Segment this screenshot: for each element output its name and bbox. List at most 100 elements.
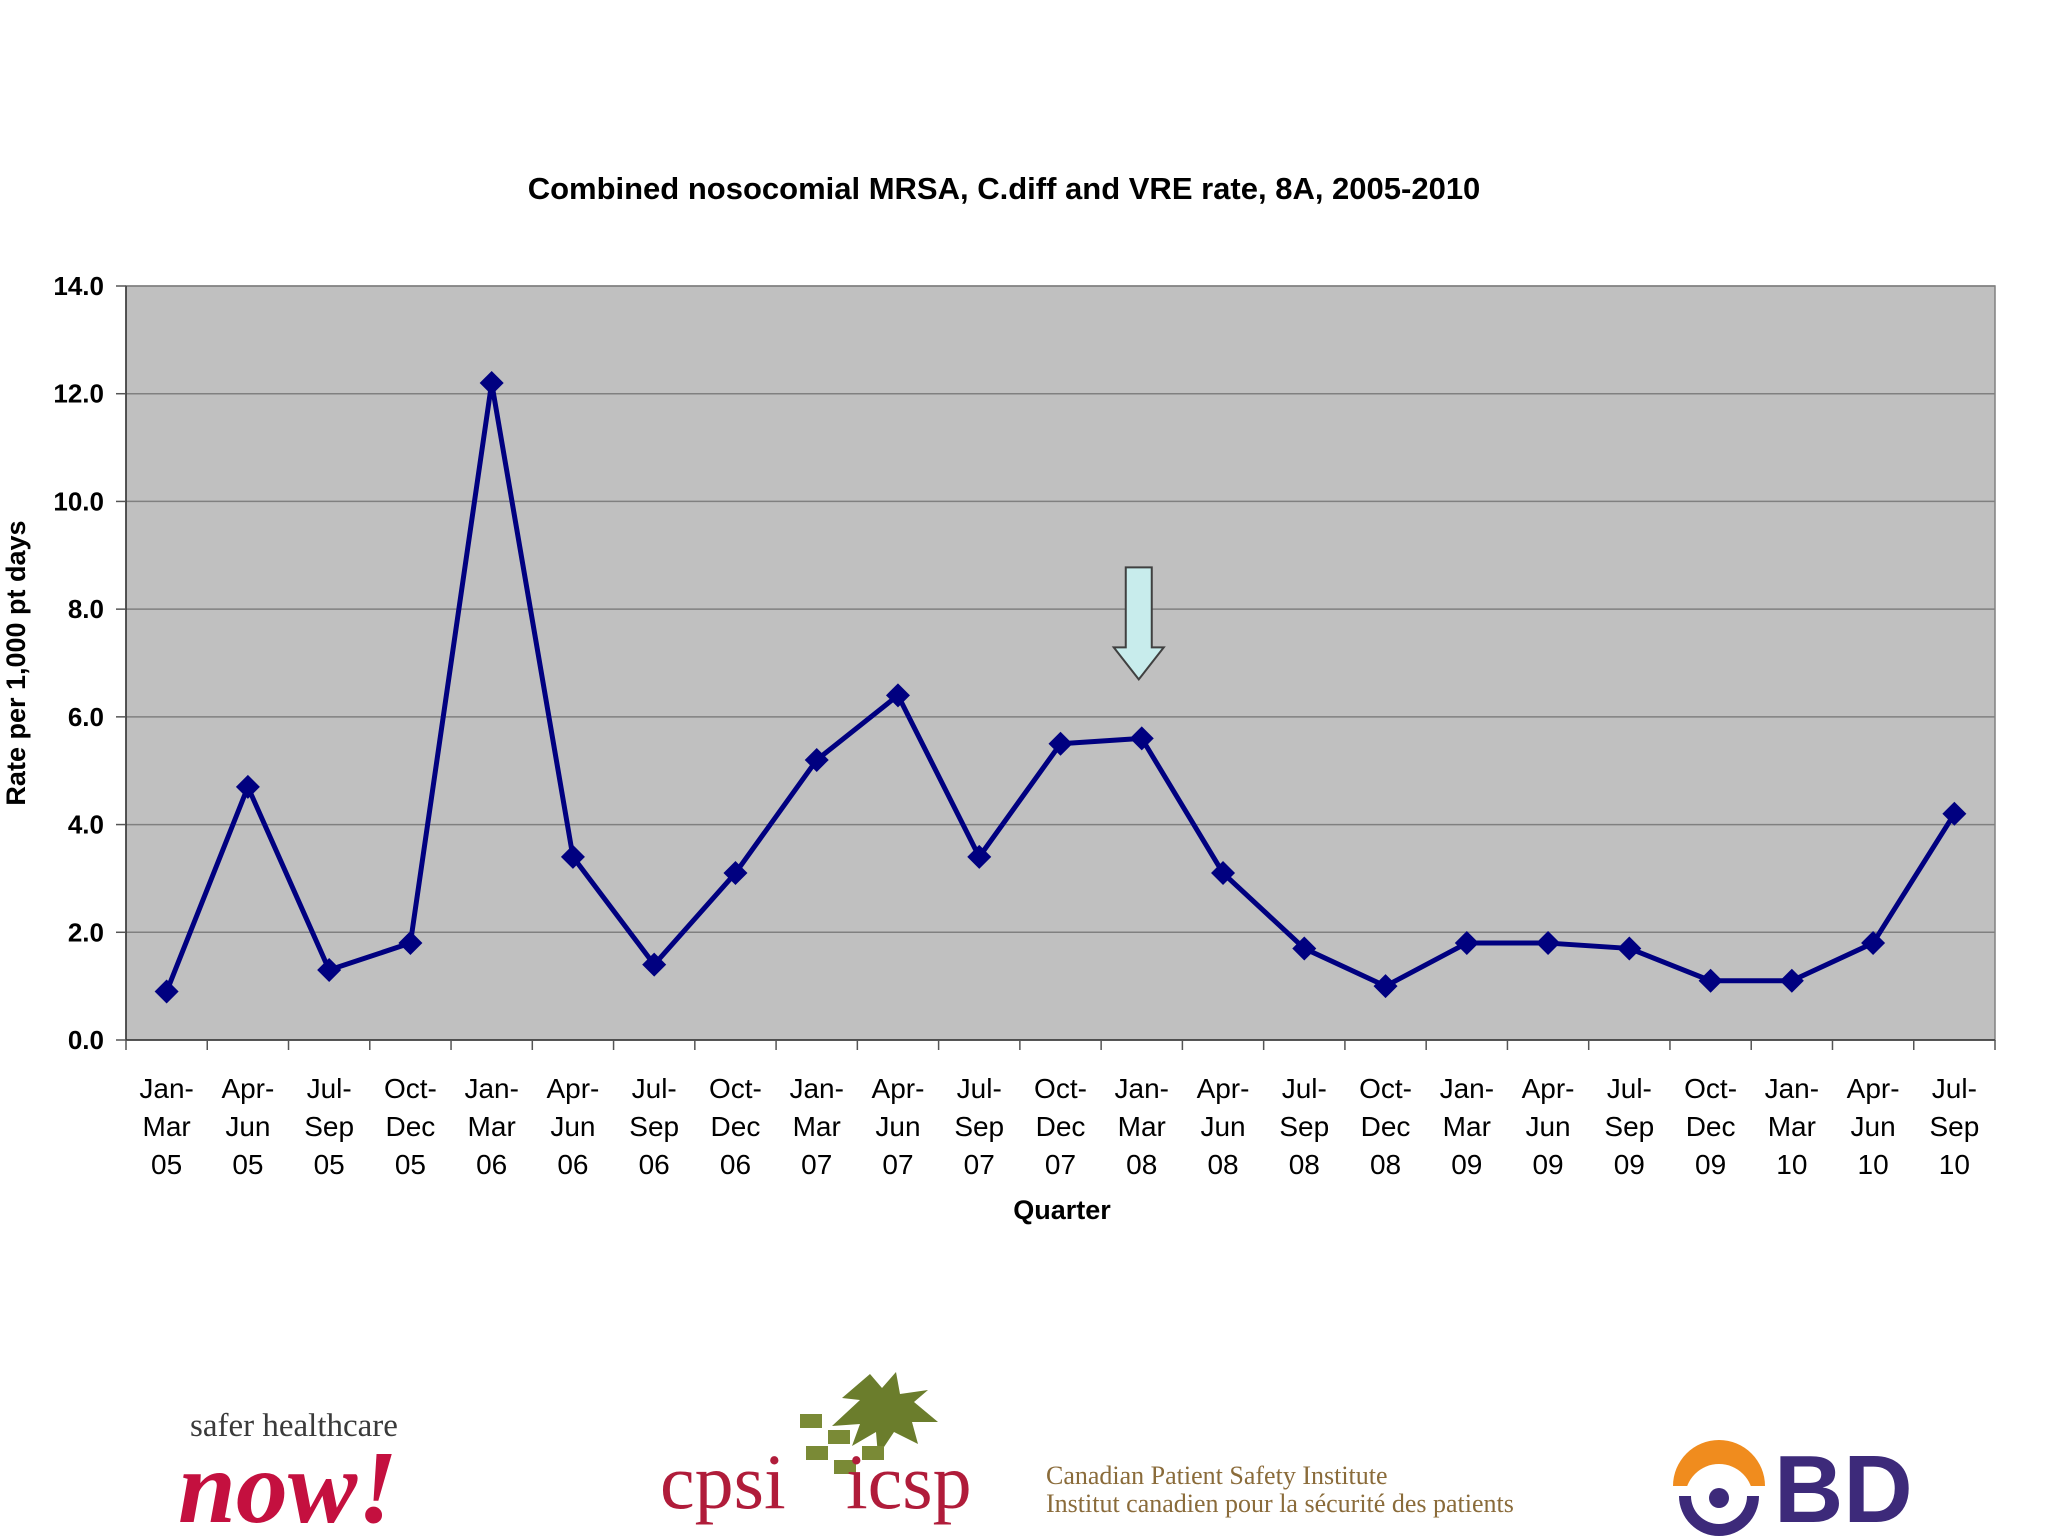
- data-point-marker: [885, 683, 910, 708]
- y-tick-label: 10.0: [53, 486, 104, 516]
- data-markers: [154, 370, 1967, 1004]
- x-tick-label: 07: [801, 1149, 832, 1180]
- safer-healthcare-now-logo: safer healthcare now!: [178, 1408, 398, 1536]
- y-axis-label: Rate per 1,000 pt days: [1, 520, 31, 805]
- x-tick-label: 06: [476, 1149, 507, 1180]
- x-tick-label: 06: [720, 1149, 751, 1180]
- data-point-marker: [560, 844, 585, 869]
- x-tick-label: Oct-: [384, 1073, 437, 1104]
- x-tick-label: Dec: [386, 1111, 436, 1142]
- data-point-marker: [235, 774, 260, 799]
- x-tick-label: 07: [964, 1149, 995, 1180]
- x-tick-label: Apr-: [221, 1073, 274, 1104]
- y-tick-label: 12.0: [53, 379, 104, 409]
- x-tick-label: Jul-: [1282, 1073, 1327, 1104]
- data-point-marker: [317, 957, 342, 982]
- data-point-marker: [1211, 861, 1236, 886]
- x-tick-label: Jan-: [1115, 1073, 1169, 1104]
- data-point-marker: [1942, 801, 1967, 826]
- data-point-marker: [398, 931, 423, 956]
- data-point-marker: [804, 747, 829, 772]
- x-tick-label: Jul-: [1607, 1073, 1652, 1104]
- x-tick-label: Sep: [1604, 1111, 1654, 1142]
- logo-bd-text: BD: [1774, 1436, 1913, 1536]
- x-axis-ticks: Jan- Mar 05 Apr- Jun 05 Jul- Sep 05 Oct- Dec 05 Jan-…: [125, 1040, 1996, 1180]
- x-tick-label: Apr-: [1197, 1073, 1250, 1104]
- x-tick-label: Jul-: [1932, 1073, 1977, 1104]
- x-tick-label: Jul-: [632, 1073, 677, 1104]
- y-tick-label: 0.0: [68, 1025, 104, 1055]
- data-point-marker: [1617, 936, 1642, 961]
- plot-area: [125, 285, 1996, 1041]
- cpsi-logo: cpsi icsp Canadian Patient Safety Instit…: [660, 1372, 1514, 1525]
- x-tick-label: 07: [882, 1149, 913, 1180]
- y-tick-label: 8.0: [68, 594, 104, 624]
- x-tick-label: 09: [1451, 1149, 1482, 1180]
- down-arrow-annotation: [1111, 566, 1166, 682]
- chart-title: Combined nosocomial MRSA, C.diff and VRE…: [528, 171, 1481, 206]
- x-tick-label: Mar: [143, 1111, 191, 1142]
- x-tick-label: Jul-: [307, 1073, 352, 1104]
- y-axis-ticks: 0.0 2.0 4.0 6.0 8.0 10.0 12.0 14.0: [53, 271, 126, 1055]
- x-tick-label: Dec: [1036, 1111, 1086, 1142]
- x-tick-label: 08: [1207, 1149, 1238, 1180]
- y-tick-label: 6.0: [68, 702, 104, 732]
- x-tick-label: Mar: [468, 1111, 516, 1142]
- logo-shn-top-text: safer healthcare: [190, 1408, 398, 1444]
- logo-shn-now-text: now!: [178, 1430, 398, 1536]
- x-tick-label: Oct-: [1359, 1073, 1412, 1104]
- x-tick-label: 10: [1939, 1149, 1970, 1180]
- x-tick-label: Sep: [1279, 1111, 1329, 1142]
- logo-icsp-text: icsp: [846, 1438, 972, 1525]
- x-axis-label: Quarter: [1013, 1195, 1111, 1225]
- x-tick-label: Jan-: [1440, 1073, 1494, 1104]
- x-tick-label: 06: [639, 1149, 670, 1180]
- x-tick-label: Mar: [1768, 1111, 1816, 1142]
- x-tick-label: 05: [151, 1149, 182, 1180]
- x-tick-label: Jan-: [464, 1073, 518, 1104]
- x-tick-label: Dec: [1361, 1111, 1411, 1142]
- x-tick-label: Jan-: [789, 1073, 843, 1104]
- x-tick-label: Mar: [1118, 1111, 1166, 1142]
- x-tick-label: 08: [1126, 1149, 1157, 1180]
- x-tick-label: 05: [232, 1149, 263, 1180]
- data-point-marker: [723, 861, 748, 886]
- x-tick-label: Apr-: [1847, 1073, 1900, 1104]
- x-tick-label: Apr-: [872, 1073, 925, 1104]
- data-point-marker: [967, 844, 992, 869]
- x-tick-label: Jun: [1200, 1111, 1245, 1142]
- data-point-marker: [154, 979, 179, 1004]
- x-tick-label: Mar: [793, 1111, 841, 1142]
- x-tick-label: 10: [1776, 1149, 1807, 1180]
- logo-cpsi-text: cpsi: [660, 1438, 786, 1525]
- x-tick-label: 05: [395, 1149, 426, 1180]
- y-tick-label: 4.0: [68, 810, 104, 840]
- data-point-marker: [1536, 931, 1561, 956]
- bd-logo: BD: [1673, 1436, 1913, 1536]
- x-tick-label: Jun: [225, 1111, 270, 1142]
- data-point-marker: [1454, 931, 1479, 956]
- x-tick-label: Jun: [550, 1111, 595, 1142]
- x-tick-label: 08: [1370, 1149, 1401, 1180]
- x-tick-label: Jun: [1525, 1111, 1570, 1142]
- x-tick-label: Oct-: [1034, 1073, 1087, 1104]
- axes: [125, 286, 1995, 1041]
- x-tick-label: Oct-: [1684, 1073, 1737, 1104]
- x-tick-label: 09: [1695, 1149, 1726, 1180]
- x-tick-label: 07: [1045, 1149, 1076, 1180]
- maple-leaf-icon: [800, 1372, 938, 1474]
- y-tick-label: 2.0: [68, 917, 104, 947]
- data-point-marker: [1861, 931, 1886, 956]
- x-tick-label: 05: [314, 1149, 345, 1180]
- x-tick-label: Dec: [1686, 1111, 1736, 1142]
- x-tick-label: 10: [1858, 1149, 1889, 1180]
- data-point-marker: [1373, 974, 1398, 999]
- x-tick-label: Sep: [304, 1111, 354, 1142]
- logo-cpsi-line1: Canadian Patient Safety Institute: [1046, 1461, 1388, 1490]
- x-tick-label: Oct-: [709, 1073, 762, 1104]
- x-tick-label: Jan-: [139, 1073, 193, 1104]
- x-tick-label: Jan-: [1765, 1073, 1819, 1104]
- x-tick-label: Apr-: [546, 1073, 599, 1104]
- data-point-marker: [1292, 936, 1317, 961]
